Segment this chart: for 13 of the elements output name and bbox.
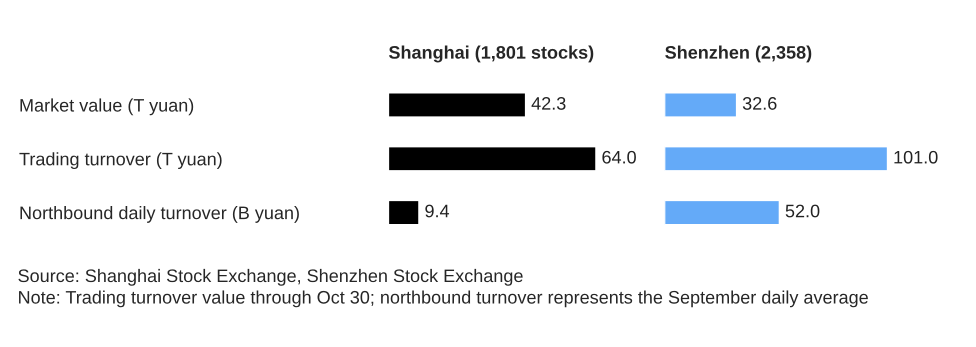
data-label: 64.0 [602,150,636,164]
text: Note: Trading turnover value through Oct 30; northbound turnover represents the September daily average [19,290,868,308]
data-label: 42.3 [532,97,566,110]
y-tick-label: Northbound daily turnover (B yuan) [20,206,299,223]
data-label: 32.6 [742,97,776,110]
chart-title: Shanghai (1,801 stocks) [388,46,594,62]
data-label: 52.0 [786,204,820,218]
chart-title: Shenzhen (2,358) [665,46,812,62]
data-label: 101.0 [894,150,938,164]
y-tick-label: Market value (T yuan) [20,98,194,116]
y-tick-label: Trading turnover (T yuan) [19,152,222,170]
source-note: Source: Shanghai Stock Exchange, Shenzhen Stock Exchange [18,268,523,286]
data-label: 9.4 [425,204,450,218]
